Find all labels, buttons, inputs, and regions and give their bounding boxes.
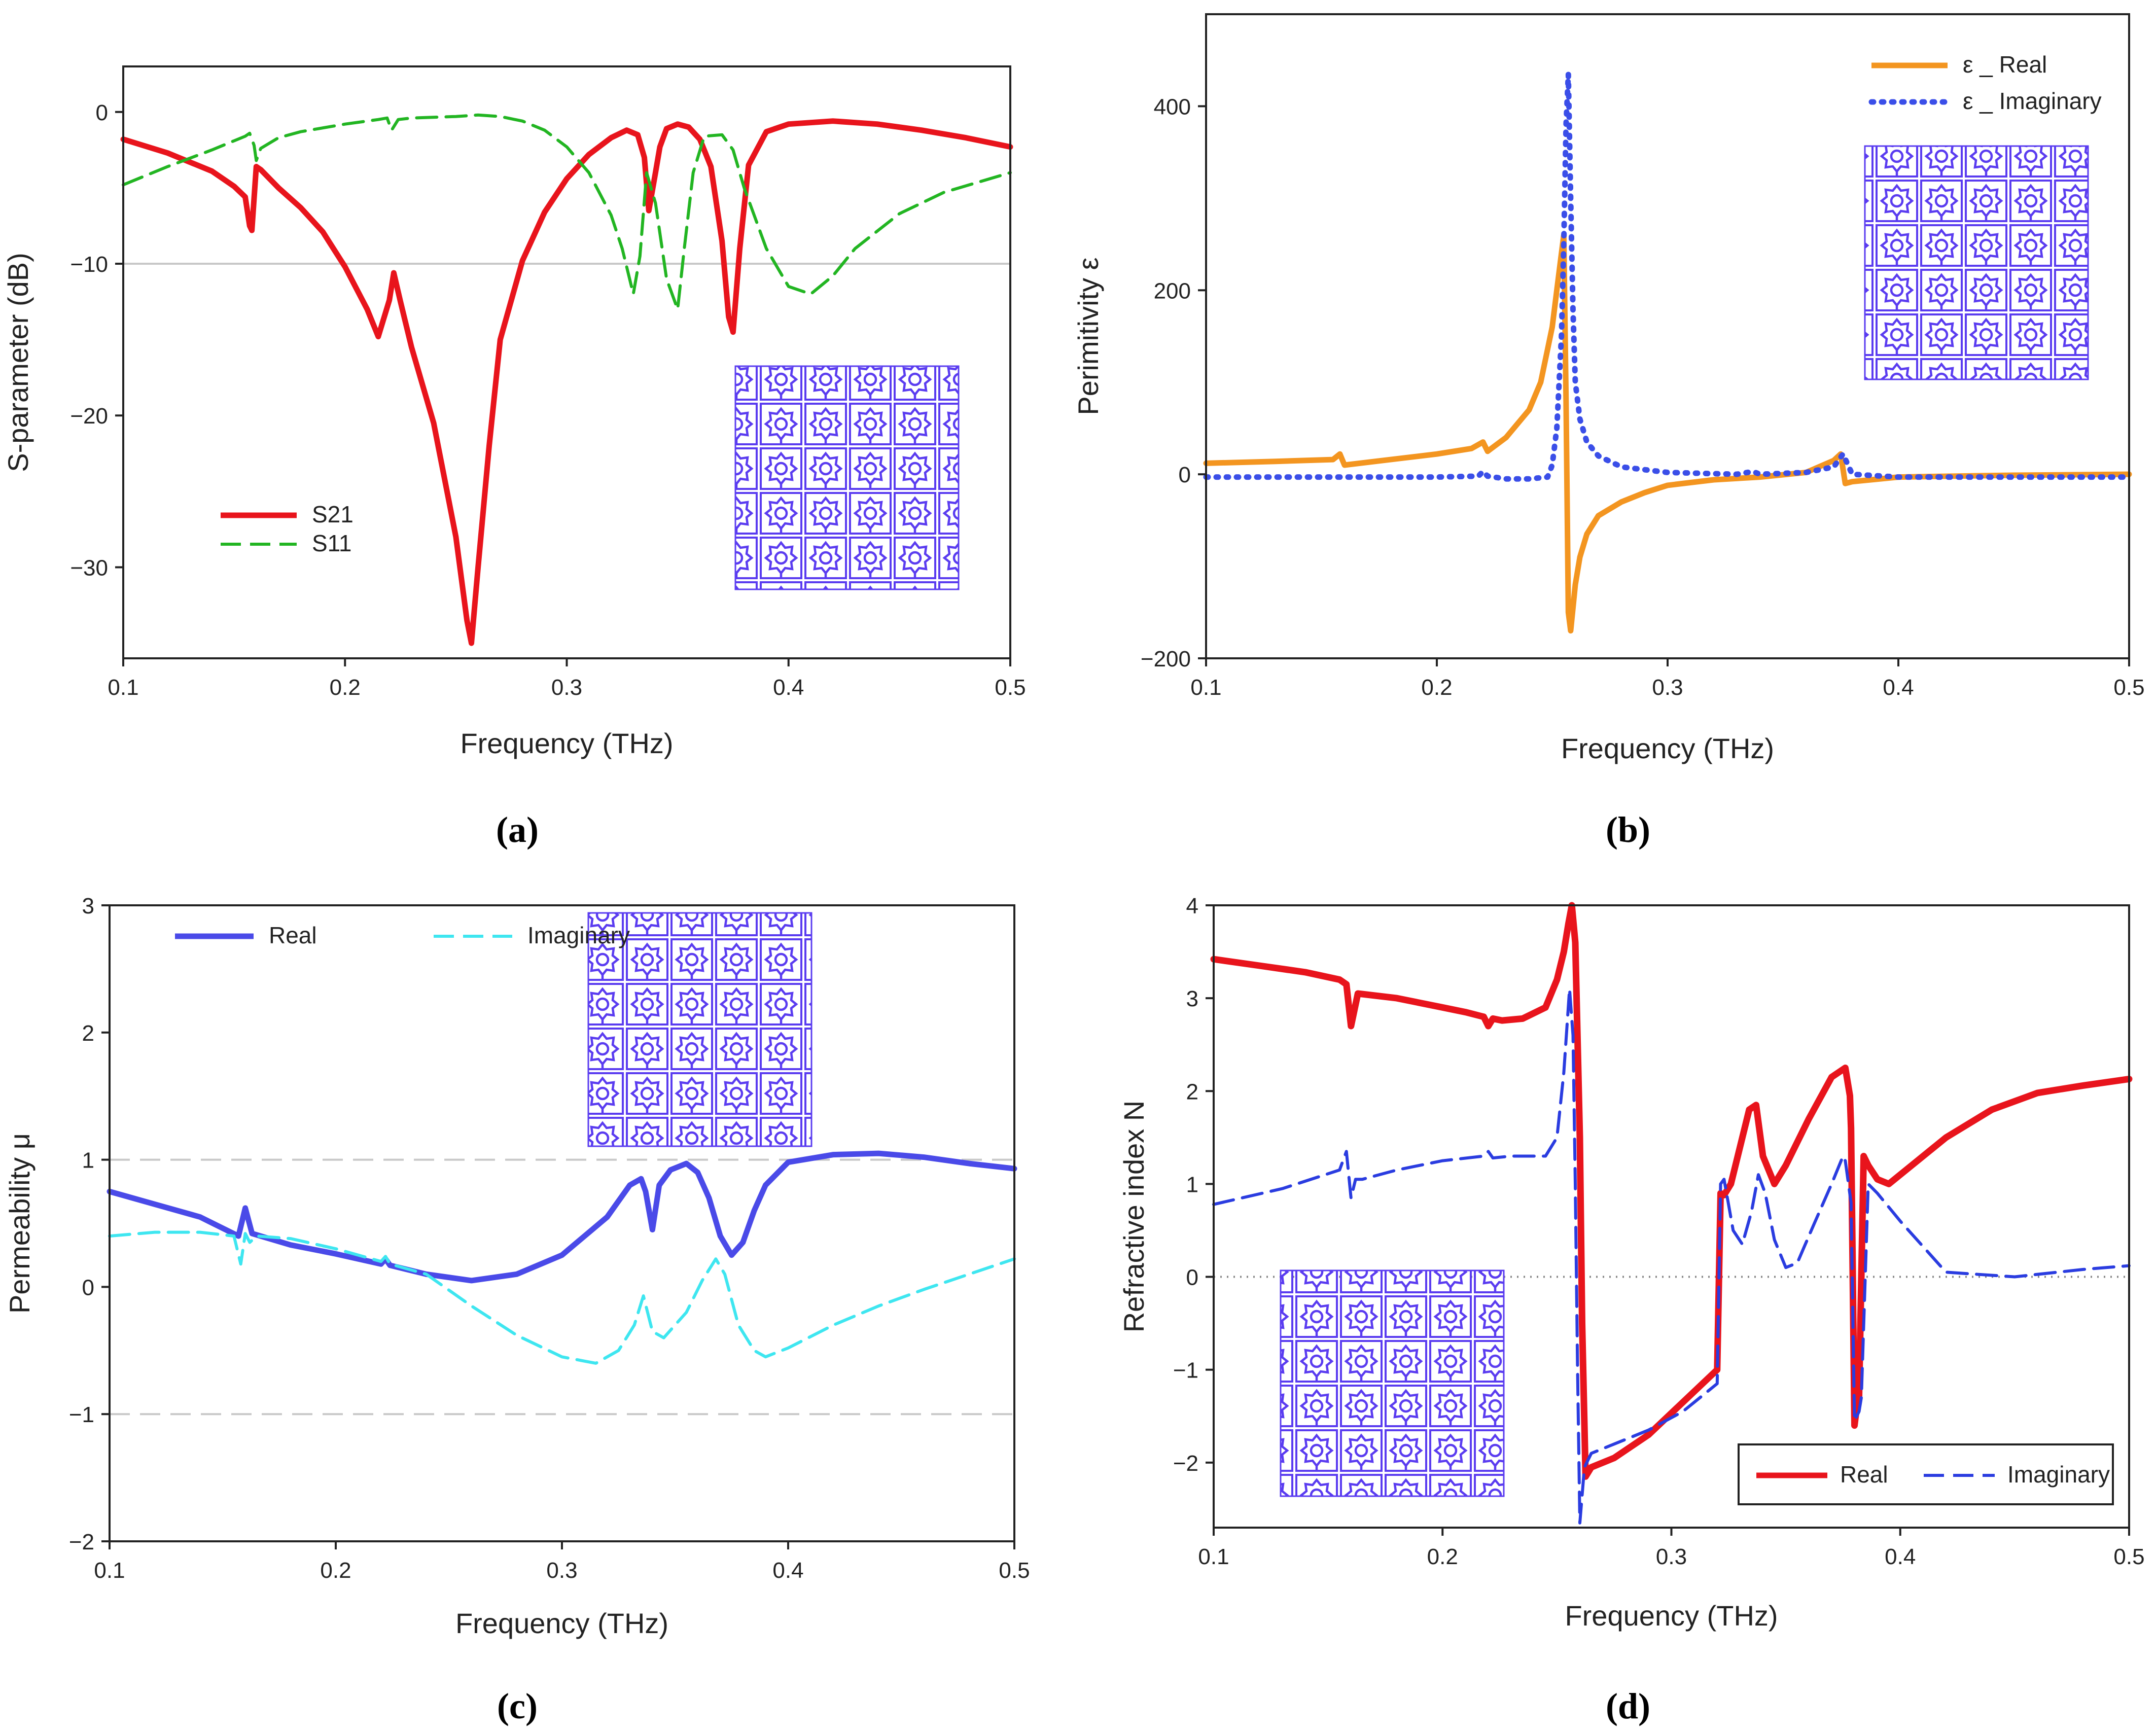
x-tick-label: 0.3 xyxy=(546,1558,577,1583)
x-axis-label: Frequency (THz) xyxy=(1561,732,1774,764)
x-tick-label: 0.1 xyxy=(108,675,138,700)
panel-caption: (d) xyxy=(1606,1686,1650,1726)
x-tick-label: 0.4 xyxy=(772,1558,803,1583)
series-line--imaginary xyxy=(1203,71,2132,482)
series-line--real xyxy=(1203,232,2132,634)
y-axis-label: S-parameter (dB) xyxy=(2,253,34,472)
y-tick-label: 0 xyxy=(1179,463,1191,487)
y-tick-label: 400 xyxy=(1154,94,1191,119)
y-tick-label: −2 xyxy=(69,1530,94,1555)
y-tick-label: −20 xyxy=(70,404,108,429)
legend-label: S11 xyxy=(312,530,351,556)
panel-caption: (c) xyxy=(497,1686,538,1726)
legend-label: Real xyxy=(269,922,317,948)
y-tick-label: 2 xyxy=(82,1021,94,1046)
panel-c: 0.1 0.2 0.3 0.4 0.5 3 2 1 0 −1 −2 Frequency (THz) Pe… xyxy=(4,894,1030,1726)
y-tick-label: −30 xyxy=(70,555,108,580)
panel-b: 0.1 0.2 0.3 0.4 0.5 400 200 0 −200 Frequency (THz… xyxy=(1072,13,2145,850)
unit-cell-array-inset xyxy=(1280,1269,1505,1497)
unit-cell-array-inset xyxy=(734,365,960,590)
y-tick-label: 1 xyxy=(82,1148,94,1173)
series-line-s11 xyxy=(122,113,1012,311)
x-tick-label: 0.1 xyxy=(1190,675,1221,700)
unit-cell-array-inset xyxy=(1864,145,2089,380)
unit-cell-array-inset xyxy=(587,912,812,1147)
series-line-real xyxy=(1210,902,2133,1480)
x-tick-label: 0.5 xyxy=(2113,675,2144,700)
y-tick-label: 1 xyxy=(1186,1172,1198,1197)
series-line-imaginary xyxy=(108,1230,1016,1365)
panel-caption: (a) xyxy=(496,809,539,850)
legend: ε _ Real ε _ Imaginary xyxy=(1868,51,2102,114)
x-tick-label: 0.4 xyxy=(773,675,804,700)
y-axis-label: Perimitivity ε xyxy=(1072,257,1104,415)
x-axis-label: Frequency (THz) xyxy=(455,1607,668,1639)
y-tick-label: 0 xyxy=(82,1275,94,1300)
panel-caption: (b) xyxy=(1606,809,1650,850)
x-tick-label: 0.5 xyxy=(999,1558,1030,1583)
y-tick-label: 0 xyxy=(1186,1265,1198,1290)
x-tick-label: 0.3 xyxy=(1652,675,1683,700)
plot-frame xyxy=(109,904,1015,1542)
legend-label: S21 xyxy=(312,501,354,527)
y-tick-label: 4 xyxy=(1186,894,1198,919)
legend: Real Imaginary xyxy=(175,922,630,948)
x-tick-label: 0.4 xyxy=(1885,1544,1916,1569)
y-tick-label: 2 xyxy=(1186,1079,1198,1104)
x-axis-label: Frequency (THz) xyxy=(1565,1600,1778,1632)
x-tick-label: 0.2 xyxy=(320,1558,351,1583)
y-tick-label: −1 xyxy=(1173,1358,1198,1383)
x-tick-label: 0.5 xyxy=(2113,1544,2144,1569)
x-tick-label: 0.3 xyxy=(1656,1544,1687,1569)
x-tick-label: 0.2 xyxy=(1427,1544,1458,1569)
legend-label: Real xyxy=(1840,1461,1888,1488)
legend: Real Imaginary xyxy=(1738,1443,2114,1505)
x-tick-label: 0.4 xyxy=(1883,675,1914,700)
x-tick-label: 0.1 xyxy=(94,1558,125,1583)
series-line-s21 xyxy=(120,118,1013,646)
y-axis-label: Permeability μ xyxy=(4,1133,36,1314)
y-tick-label: 3 xyxy=(1186,986,1198,1011)
legend-label: Imaginary xyxy=(527,922,630,948)
legend-label: ε _ Imaginary xyxy=(1963,88,2102,114)
y-tick-label: −2 xyxy=(1173,1451,1198,1476)
y-tick-label: 3 xyxy=(82,894,94,919)
x-tick-label: 0.3 xyxy=(551,675,582,700)
legend-label: Imaginary xyxy=(2007,1461,2110,1488)
series-line-imaginary xyxy=(1212,987,2131,1525)
x-tick-label: 0.2 xyxy=(1421,675,1452,700)
series-line-real xyxy=(107,1150,1017,1284)
panel-a: 0.1 0.2 0.3 0.4 0.5 0 −10 −20 −30 Frequency (THz)… xyxy=(2,65,1026,850)
panel-d: 0.1 0.2 0.3 0.4 0.5 4 3 2 1 0 −1 −2 Frequency (THz) R… xyxy=(1118,894,2145,1726)
x-tick-label: 0.1 xyxy=(1198,1544,1229,1569)
legend-label: ε _ Real xyxy=(1963,51,2047,78)
y-tick-label: −200 xyxy=(1141,647,1191,672)
y-tick-label: 200 xyxy=(1154,278,1191,303)
y-axis-label: Refractive index N xyxy=(1118,1101,1150,1333)
y-tick-label: −1 xyxy=(69,1402,94,1427)
y-tick-label: 0 xyxy=(96,100,108,125)
x-tick-label: 0.2 xyxy=(330,675,361,700)
x-tick-label: 0.5 xyxy=(995,675,1026,700)
x-axis-label: Frequency (THz) xyxy=(460,727,673,759)
y-tick-label: −10 xyxy=(70,252,108,277)
